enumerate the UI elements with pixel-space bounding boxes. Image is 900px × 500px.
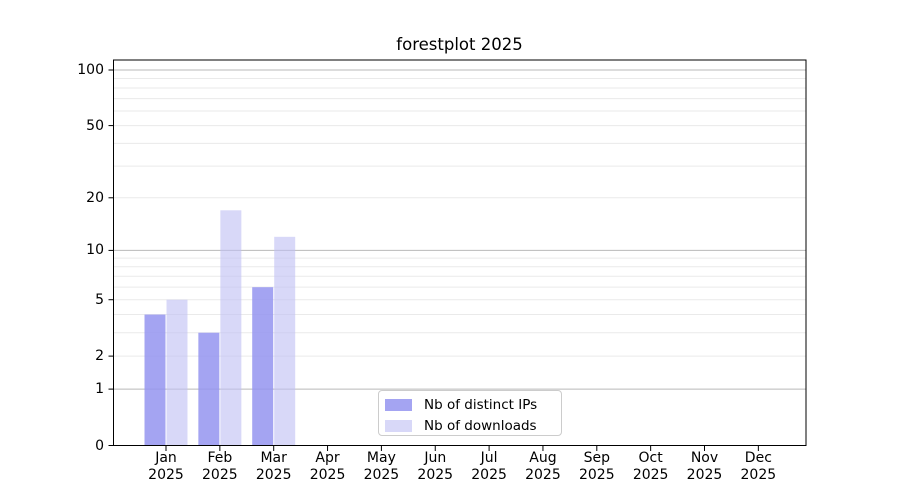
x-tick-label-jan: Jan 2025 xyxy=(148,450,184,483)
x-tick-label-jun: Jun 2025 xyxy=(417,450,454,483)
bar-jan-distinct-ips xyxy=(144,314,166,446)
x-tick-label-mar: Mar 2025 xyxy=(255,450,292,483)
bar-mar-downloads xyxy=(274,236,296,446)
bar-feb-distinct-ips xyxy=(198,332,220,446)
legend-label-downloads: Nb of downloads xyxy=(424,418,537,434)
y-tick-label-1: 1 xyxy=(95,381,104,398)
x-tick-label-apr: Apr 2025 xyxy=(309,450,346,483)
y-tick-label-100: 100 xyxy=(77,62,104,78)
chart-title: forestplot 2025 xyxy=(396,35,523,54)
y-tick-label-5: 5 xyxy=(95,291,104,308)
y-tick-label-10: 10 xyxy=(86,242,104,259)
bar-mar-distinct-ips xyxy=(252,287,274,446)
y-tick-label-20: 20 xyxy=(86,189,104,206)
x-tick-label-aug: Aug 2025 xyxy=(525,450,561,483)
bar-feb-downloads xyxy=(220,210,242,446)
x-tick-label-dec: Dec 2025 xyxy=(740,450,777,483)
legend-item-distinct-ips: Nb of distinct IPs xyxy=(385,396,561,414)
axes-frame xyxy=(113,59,807,446)
x-tick-label-nov: Nov 2025 xyxy=(686,450,723,483)
bar-jan-downloads xyxy=(166,299,188,446)
legend-swatch-downloads xyxy=(385,420,412,432)
x-tick-label-jul: Jul 2025 xyxy=(471,450,507,483)
legend-swatch-distinct-ips xyxy=(385,399,412,411)
x-tick-label-may: May 2025 xyxy=(363,450,400,483)
x-tick-label-feb: Feb 2025 xyxy=(202,450,238,483)
x-tick-label-oct: Oct 2025 xyxy=(632,450,669,483)
legend: Nb of distinct IPs Nb of downloads xyxy=(378,390,562,436)
y-tick-label-0: 0 xyxy=(95,437,104,454)
y-tick-label-50: 50 xyxy=(86,117,104,134)
legend-label-distinct-ips: Nb of distinct IPs xyxy=(424,397,538,413)
legend-item-downloads: Nb of downloads xyxy=(385,417,561,435)
y-tick-label-2: 2 xyxy=(95,348,104,365)
x-tick-label-sep: Sep 2025 xyxy=(578,450,615,483)
